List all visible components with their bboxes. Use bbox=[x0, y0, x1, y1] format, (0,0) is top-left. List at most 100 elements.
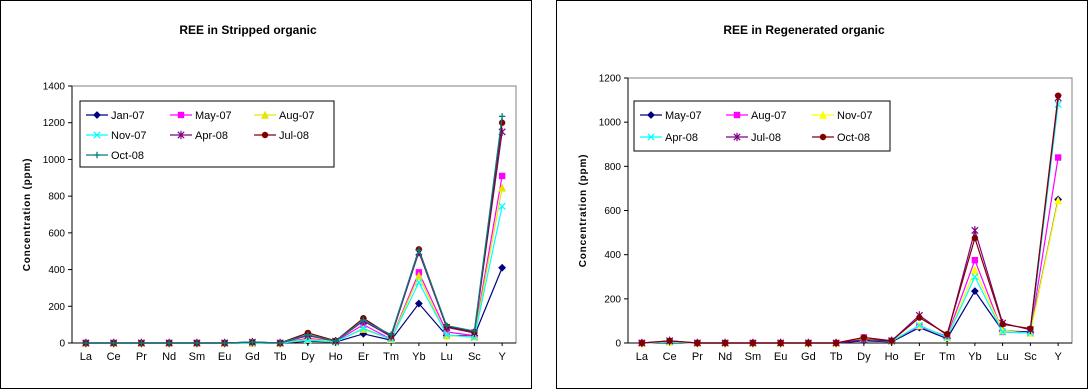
x-tick-label-sc: Sc bbox=[1024, 351, 1037, 363]
series-line-oct-08 bbox=[85, 116, 503, 344]
y-axis-label: Concentration (ppm) bbox=[578, 154, 589, 268]
legend-box bbox=[79, 100, 335, 168]
data-point-oct-08 bbox=[1054, 92, 1062, 99]
legend-label: Apr-08 bbox=[195, 130, 228, 142]
data-point-nov-07 bbox=[498, 202, 506, 210]
legend-item-aug-07: Aug-07 bbox=[726, 110, 786, 122]
data-point-oct-08 bbox=[498, 113, 506, 120]
chart-svg: REE in Stripped organic 0 200 400 600 800 1000… bbox=[0, 0, 532, 389]
data-point-oct-08 bbox=[471, 327, 478, 335]
legend-item-oct-08: Oct-08 bbox=[86, 150, 144, 162]
legend-item-may-07: May-07 bbox=[170, 110, 232, 122]
data-point-oct-08 bbox=[832, 339, 840, 347]
legend-marker bbox=[733, 111, 741, 119]
data-point-oct-08 bbox=[304, 331, 312, 338]
legend-item-may-07: May-07 bbox=[640, 110, 702, 122]
legend-label: Oct-08 bbox=[111, 150, 144, 162]
x-tick-label-sm: Sm bbox=[745, 351, 762, 363]
data-point-oct-08 bbox=[916, 314, 923, 321]
y-tick-label: 200 bbox=[604, 294, 621, 305]
data-point-oct-08 bbox=[110, 339, 117, 347]
legend-marker bbox=[93, 151, 101, 159]
legend-marker bbox=[260, 110, 270, 119]
x-tick-label-ce: Ce bbox=[107, 351, 121, 363]
series-line-oct-08 bbox=[641, 95, 1059, 344]
x-tick-label-sc: Sc bbox=[468, 351, 481, 363]
data-point-jul-08 bbox=[971, 226, 979, 235]
legend-marker bbox=[177, 111, 185, 119]
data-point-oct-08 bbox=[193, 339, 201, 347]
data-point-oct-08 bbox=[221, 339, 228, 347]
y-tick-label: 1200 bbox=[599, 74, 622, 85]
chart-title: REE in Regenerated organic bbox=[723, 23, 885, 37]
chart-regenerated-organic: REE in Regenerated organic 0 200 400 600 800 1… bbox=[556, 0, 1088, 389]
x-tick-label-gd: Gd bbox=[245, 351, 260, 363]
series-oct-08 bbox=[638, 92, 1062, 347]
legend-label: Jul-08 bbox=[279, 130, 309, 142]
x-tick-label-lu: Lu bbox=[441, 351, 453, 363]
legend-marker bbox=[733, 132, 741, 142]
x-tick-label-yb: Yb bbox=[412, 351, 425, 363]
chart-stripped-organic: REE in Stripped organic 0 200 400 600 800 1000… bbox=[0, 0, 532, 389]
x-tick-label-ho: Ho bbox=[885, 351, 899, 363]
data-point-oct-08 bbox=[360, 316, 367, 324]
data-point-oct-08 bbox=[387, 331, 395, 338]
series-oct-08 bbox=[82, 113, 506, 347]
x-tick-label-nd: Nd bbox=[718, 351, 732, 363]
chart-title: REE in Stripped organic bbox=[179, 23, 317, 37]
data-point-oct-08 bbox=[805, 339, 812, 347]
data-point-may-07 bbox=[498, 172, 506, 180]
y-tick-label: 400 bbox=[48, 265, 65, 276]
x-tick-label-la: La bbox=[80, 351, 93, 363]
x-tick-label-sm: Sm bbox=[189, 351, 206, 363]
data-point-oct-08 bbox=[276, 339, 284, 347]
data-point-apr-08 bbox=[971, 273, 979, 281]
x-tick-label-lu: Lu bbox=[997, 351, 1009, 363]
legend-label: Jul-08 bbox=[751, 132, 781, 144]
legend: Jan-07 May-07 Aug-07 Nov-07 Apr-08 Jul-08 Oct-… bbox=[79, 100, 335, 168]
x-tick-label-y: Y bbox=[498, 351, 506, 363]
y-tick-label: 1000 bbox=[599, 118, 622, 129]
legend-label: Apr-08 bbox=[665, 132, 698, 144]
data-point-oct-08 bbox=[860, 334, 868, 341]
y-tick-label: 0 bbox=[615, 339, 621, 350]
legend-box bbox=[633, 100, 891, 152]
y-tick-label: 600 bbox=[604, 206, 621, 217]
y-tick-label: 800 bbox=[604, 162, 621, 173]
data-point-oct-08 bbox=[888, 337, 895, 344]
data-point-nov-07 bbox=[970, 265, 979, 274]
x-tick-label-tb: Tb bbox=[830, 351, 843, 363]
legend-item-apr-08: Apr-08 bbox=[640, 132, 698, 144]
data-point-nov-07 bbox=[359, 324, 368, 332]
data-point-oct-08 bbox=[749, 339, 757, 347]
data-point-may-07 bbox=[970, 287, 979, 296]
data-point-nov-07 bbox=[442, 331, 451, 339]
legend-marker bbox=[177, 130, 185, 140]
data-point-apr-08 bbox=[915, 321, 924, 329]
legend-marker bbox=[647, 133, 655, 141]
data-point-oct-08 bbox=[332, 337, 339, 345]
x-tick-label-y: Y bbox=[1054, 351, 1062, 363]
legend-item-jul-08: Jul-08 bbox=[726, 132, 781, 144]
data-point-aug-07 bbox=[971, 256, 979, 264]
x-tick-label-dy: Dy bbox=[857, 351, 871, 363]
data-point-jan-07 bbox=[498, 263, 507, 272]
x-tick-label-tm: Tm bbox=[939, 351, 955, 363]
legend-label: Oct-08 bbox=[837, 132, 870, 144]
y-tick-label: 200 bbox=[48, 302, 65, 313]
legend-item-jan-07: Jan-07 bbox=[86, 110, 145, 122]
legend-marker bbox=[93, 111, 101, 119]
legend-marker bbox=[819, 133, 827, 141]
y-tick-label: 1000 bbox=[43, 155, 66, 166]
legend: May-07 Aug-07 Nov-07 Apr-08 Jul-08 Oct-08 bbox=[633, 100, 891, 152]
x-tick-label-nd: Nd bbox=[162, 351, 176, 363]
chart-border bbox=[0, 0, 532, 389]
data-point-oct-08 bbox=[415, 247, 423, 254]
data-point-oct-08 bbox=[777, 339, 784, 347]
legend-label: Jan-07 bbox=[111, 110, 145, 122]
chart-border bbox=[556, 0, 1088, 389]
data-point-apr-08 bbox=[998, 328, 1007, 336]
legend-label: Aug-07 bbox=[279, 110, 314, 122]
legend-item-jul-08: Jul-08 bbox=[254, 130, 309, 142]
chart-svg: REE in Regenerated organic 0 200 400 600 800 1… bbox=[556, 0, 1088, 389]
